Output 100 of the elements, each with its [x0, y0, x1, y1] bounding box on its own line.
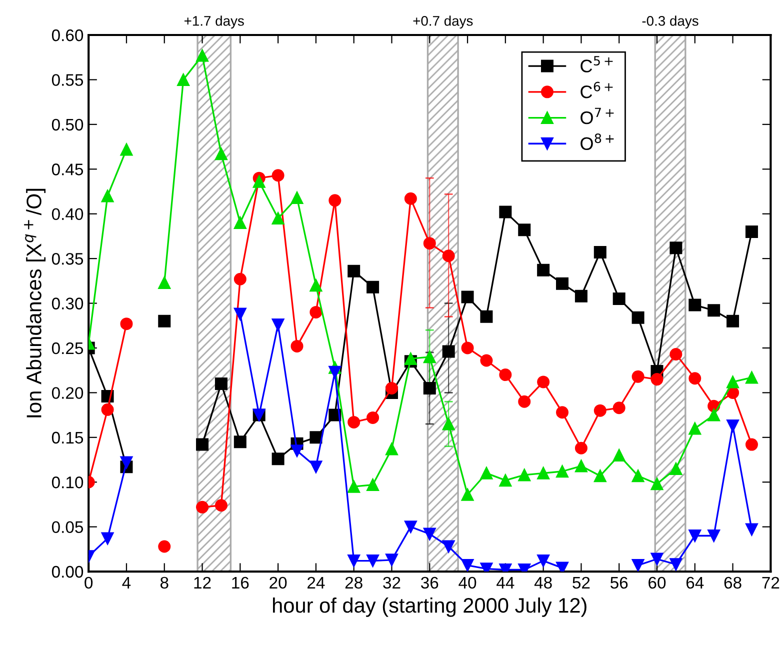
point [499, 368, 512, 382]
point [499, 474, 512, 487]
point [556, 465, 569, 478]
point [612, 292, 626, 306]
point [537, 466, 550, 480]
point [234, 308, 246, 320]
point [745, 225, 758, 238]
x-tick-label: 8 [160, 576, 168, 589]
y-tick-label: 0.05 [52, 521, 84, 534]
point [594, 470, 606, 482]
point [480, 466, 493, 480]
point [120, 143, 133, 156]
x-tick-label: 60 [648, 576, 666, 589]
point [556, 277, 569, 290]
point [537, 554, 550, 568]
point [328, 366, 342, 378]
point [158, 540, 171, 553]
point [442, 418, 455, 430]
y-axis-title: Ion Abundances [X$^{q+}$/O] [24, 188, 46, 418]
point [196, 500, 209, 514]
point [214, 499, 228, 512]
point [594, 404, 606, 417]
legend-label: O$^{7+}$ [580, 108, 614, 124]
point [234, 436, 246, 448]
point [688, 422, 702, 435]
point [385, 554, 398, 566]
x-tick-label: 24 [308, 576, 325, 588]
band-label: -0.3 days [642, 16, 698, 29]
point [556, 406, 569, 419]
point [461, 342, 474, 354]
point [214, 148, 228, 160]
point [404, 520, 417, 534]
x-tick-label: 20 [270, 576, 287, 589]
point [272, 169, 284, 182]
point [366, 411, 380, 424]
x-tick-label: 28 [345, 576, 362, 589]
point [158, 314, 171, 328]
point [272, 452, 284, 466]
point [670, 558, 682, 571]
legend-label: O$^{8+}$ [580, 134, 614, 150]
point [556, 562, 569, 572]
point [650, 373, 664, 386]
point [612, 402, 626, 414]
y-tick-label: 0.15 [52, 432, 84, 444]
point [745, 523, 758, 536]
x-tick-label: 48 [534, 576, 552, 589]
point [423, 382, 436, 394]
point [745, 371, 758, 384]
point [423, 528, 436, 540]
point [385, 382, 398, 394]
point [442, 345, 455, 358]
point [461, 290, 474, 304]
point [214, 377, 228, 390]
point [423, 237, 436, 250]
point [688, 372, 702, 385]
point [461, 488, 474, 501]
point [272, 318, 284, 331]
point [310, 460, 322, 474]
point [366, 554, 380, 568]
point [196, 49, 209, 62]
point [196, 438, 209, 451]
point [366, 280, 380, 294]
point [404, 192, 417, 205]
point [708, 530, 720, 542]
point [158, 276, 171, 289]
point [726, 420, 740, 432]
point [632, 470, 644, 482]
point [404, 352, 417, 365]
y-tick-label: 0.00 [52, 566, 84, 578]
point [310, 431, 322, 444]
y-tick-label: 0.55 [52, 74, 84, 86]
point [518, 395, 531, 408]
y-tick-label: 0.50 [52, 118, 84, 131]
x-tick-label: 0 [84, 576, 93, 589]
point [461, 559, 474, 572]
x-tick-label: 40 [458, 576, 476, 589]
point [385, 442, 398, 456]
y-tick-label: 0.25 [52, 342, 84, 354]
point [348, 416, 360, 428]
point [120, 318, 133, 330]
point [650, 478, 664, 490]
x-tick-label: 12 [194, 576, 211, 588]
point [290, 340, 304, 352]
point [537, 376, 550, 388]
point [594, 246, 606, 259]
point [708, 408, 720, 422]
x-tick-label: 64 [686, 576, 704, 589]
point [120, 456, 133, 469]
point [650, 552, 664, 566]
x-tick-label: 72 [762, 576, 780, 588]
point [101, 190, 114, 202]
band-label: +0.7 days [413, 16, 473, 29]
point [632, 559, 644, 572]
point [101, 532, 114, 545]
point [708, 304, 720, 317]
point [670, 462, 682, 475]
legend-label: C$^{6+}$ [580, 82, 613, 98]
y-tick-label: 0.35 [52, 252, 84, 265]
point [518, 468, 531, 482]
y-tick-label: 0.60 [52, 29, 84, 42]
